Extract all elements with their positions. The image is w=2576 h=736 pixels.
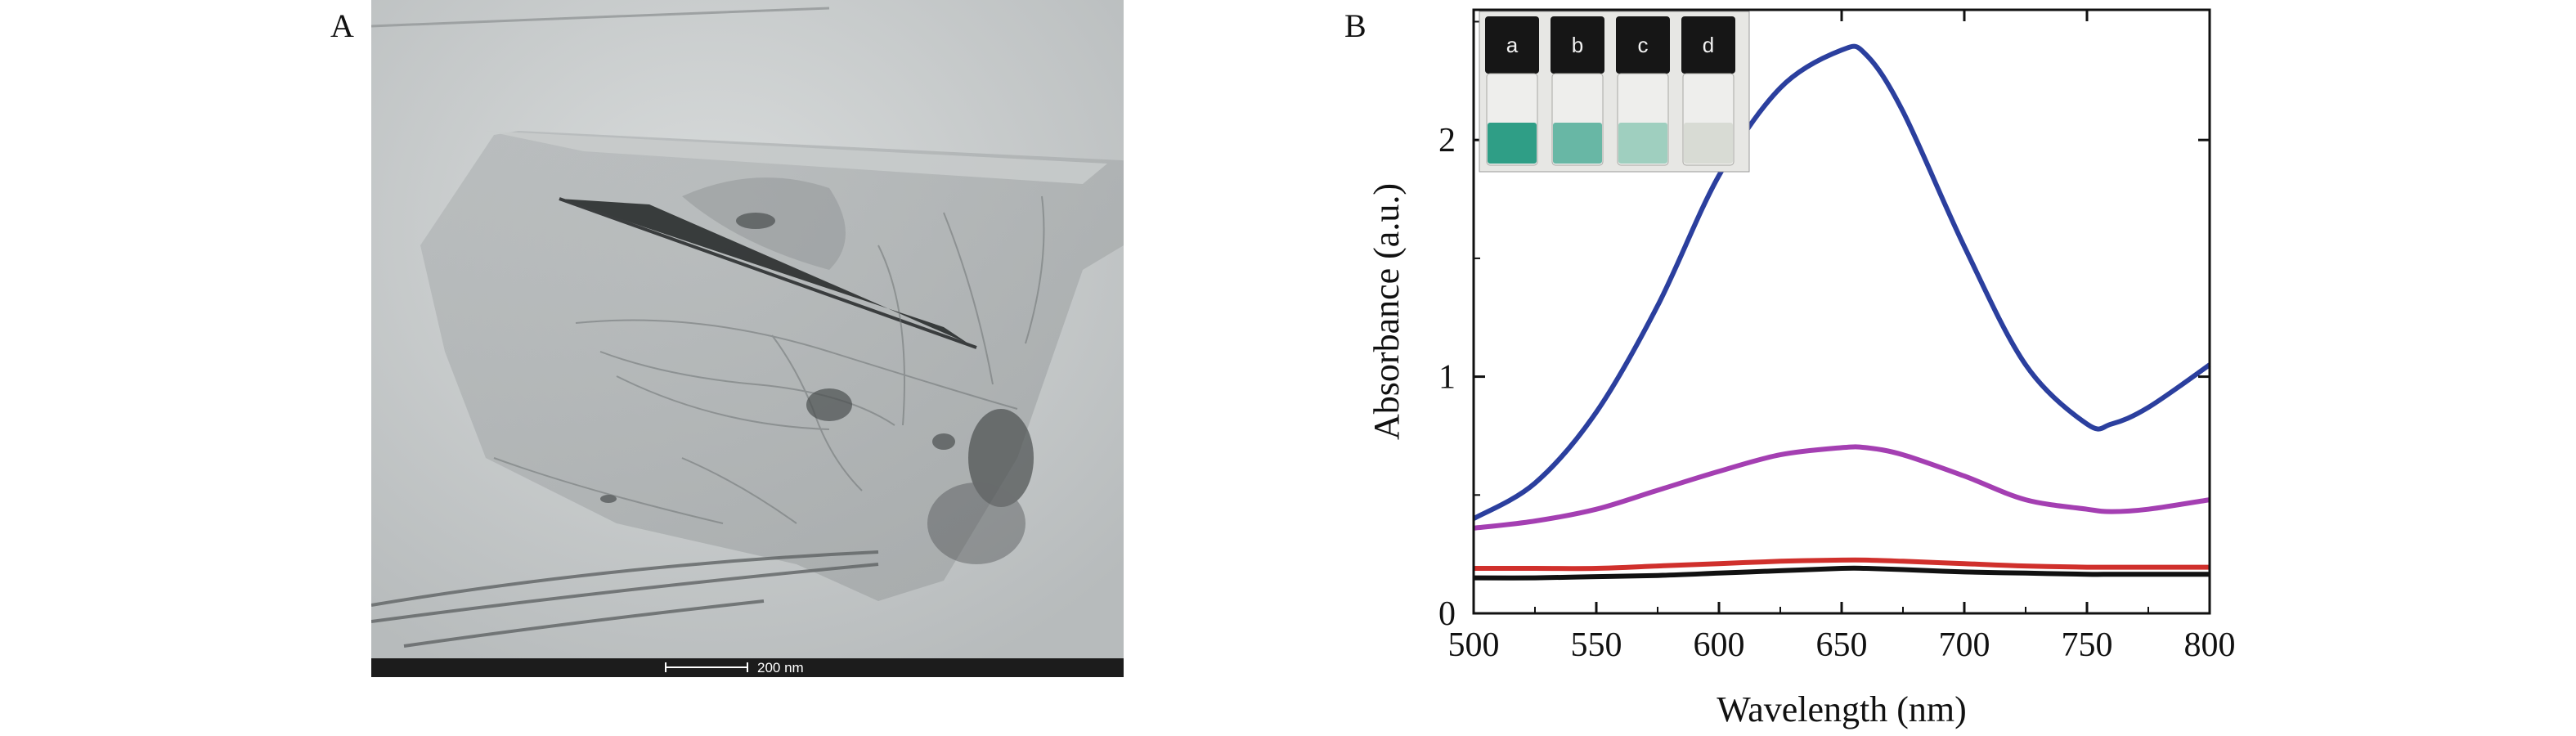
vial-b: b [1551,16,1604,166]
x-tick-label: 500 [1448,626,1500,664]
series-line-1 [1472,43,2211,521]
series-line-2 [1473,444,2210,531]
x-axis-label: Wavelength (nm) [1717,689,1967,729]
vial-label: b [1572,33,1583,57]
vial-cap [1681,16,1735,74]
x-tick-label: 650 [1816,626,1868,664]
x-tick-label: 750 [2062,626,2113,664]
x-tick-label: 550 [1571,626,1622,664]
vial-cap [1485,16,1539,74]
series-line-4 [1473,565,2210,581]
vial-cap [1551,16,1604,74]
vial-c: c [1616,16,1670,166]
y-tick-label: 1 [1438,359,1456,397]
absorbance-chart: 500 550 600 650 700 750 800 0 1 2 a b c d Wavelength… [1367,8,2236,729]
panel-b-label: B [1344,7,1367,44]
y-axis-label: Absorbance (a.u.) [1367,183,1407,440]
vial-a: a [1485,16,1539,166]
vial-label: d [1703,33,1714,57]
y-tick-label: 2 [1438,122,1456,159]
vial-liquid [1553,123,1602,164]
y-tick-label: 0 [1438,595,1456,633]
series-line-3 [1474,557,2210,572]
scale-bar-label: 200 nm [757,660,804,675]
x-tick-label: 700 [1939,626,1990,664]
vial-label: a [1506,33,1519,57]
x-tick-label: 600 [1694,626,1745,664]
vial-d: d [1681,16,1735,166]
x-tick-label: 800 [2184,626,2236,664]
vial-cap [1616,16,1670,74]
graphene-sheet-shape [420,131,1124,601]
vial-liquid [1618,123,1667,164]
tem-micrograph: 200 nm [371,0,1124,677]
vial-liquid [1488,123,1537,164]
vial-inset-photo: a b c d [1479,11,1750,173]
panel-a-label: A [330,7,354,44]
vial-liquid [1684,123,1733,164]
vial-label: c [1638,33,1649,57]
